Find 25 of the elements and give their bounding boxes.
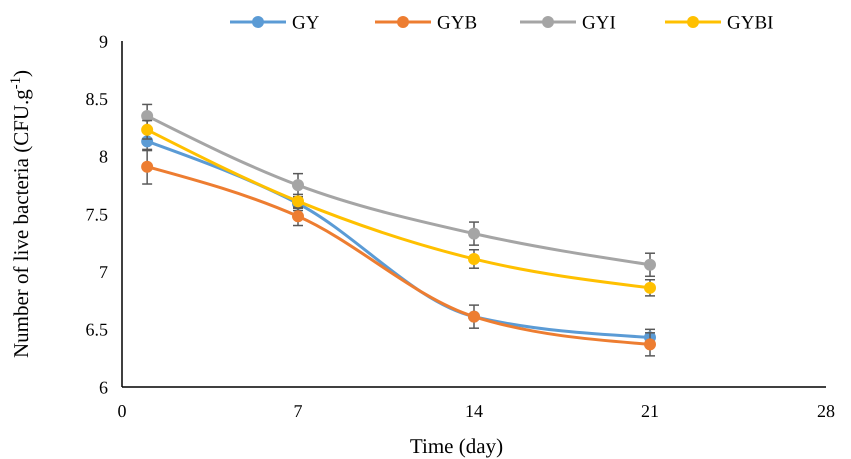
x-axis-title: Time (day) — [410, 434, 504, 458]
y-tick-label: 8 — [99, 146, 108, 167]
point — [644, 338, 656, 350]
point — [644, 258, 656, 271]
y-tick-label: 7 — [99, 262, 108, 282]
point — [468, 252, 480, 265]
point — [292, 179, 304, 192]
y-tick-label: 6 — [99, 377, 108, 398]
x-tick-label: 7 — [294, 401, 302, 421]
x-tick-label: 14 — [465, 401, 483, 421]
x-tick-label: 0 — [118, 401, 126, 421]
x-tick-label: 28 — [817, 401, 835, 421]
point — [141, 160, 154, 173]
y-tick-label: 7.5 — [86, 204, 108, 224]
point — [292, 210, 304, 222]
legend-label: GYI — [582, 12, 616, 34]
point — [141, 124, 154, 136]
y-tick-label: 9 — [99, 31, 108, 52]
legend-label: GY — [292, 12, 320, 34]
legend-label: GYBI — [727, 12, 774, 34]
x-tick-label: 21 — [641, 401, 659, 421]
point — [468, 228, 480, 240]
legend-label: GYB — [437, 12, 478, 34]
y-tick-label: 8.5 — [86, 88, 108, 109]
y-tick-label: 6.5 — [86, 320, 108, 340]
